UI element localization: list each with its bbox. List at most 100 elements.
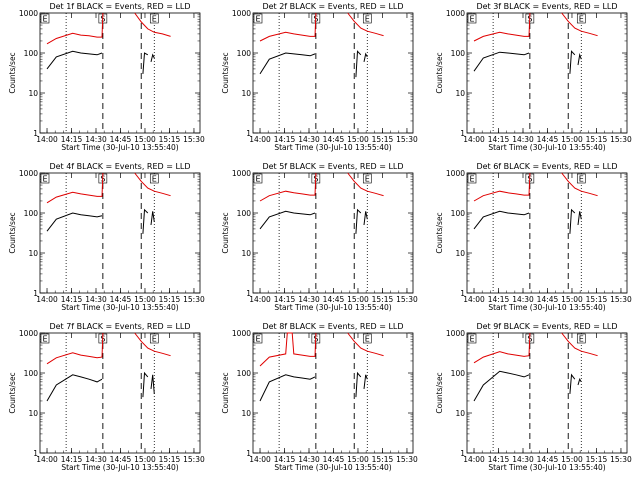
marker-e-left-box [40,333,50,344]
marker-e-left-box [467,13,477,24]
y-tick-label: 1000 [446,169,465,178]
lld-series-segment-2 [347,332,384,357]
y-axis-title: Counts/sec [8,52,17,93]
x-tick-label: 14:00 [36,295,58,304]
y-tick-label: 1 [460,289,465,298]
x-tick-label: 14:15 [488,135,510,144]
x-tick-label: 14:00 [249,455,271,464]
y-tick-label: 10 [241,409,251,418]
marker-e-right-box [362,13,372,24]
y-axis-title: Counts/sec [8,372,17,413]
marker-e-left-box [253,333,263,344]
x-tick-label: 14:30 [85,295,107,304]
events-series-segment-1 [473,51,530,72]
lld-series-segment-2 [347,172,384,197]
events-series-segment-3 [363,211,368,226]
x-tick-label: 15:15 [159,295,181,304]
events-series-segment-1 [46,50,103,70]
plot-frame [252,172,414,294]
y-axis-title: Counts/sec [221,52,230,93]
events-series-segment-3 [363,52,368,63]
events-series-segment-1 [473,210,530,230]
chart-title: Det 1f BLACK = Events, RED = LLD [49,2,190,11]
y-tick-label: 100 [451,369,466,378]
x-tick-label: 15:15 [586,295,608,304]
y-tick-label: 10 [28,249,38,258]
chart-title: Det 9f BLACK = Events, RED = LLD [476,322,617,331]
y-tick-label: 1 [33,289,38,298]
marker-e-left-box [40,13,50,24]
marker-e-right: E [579,175,584,184]
events-series-segment-3 [150,211,155,226]
events-series-segment-2 [569,373,576,394]
events-series-segment-3 [150,53,155,63]
x-tick-label: 14:45 [537,455,559,464]
y-tick-label: 10 [455,89,465,98]
x-tick-label: 14:15 [274,455,296,464]
x-tick-label: 15:00 [134,455,156,464]
chart-title: Det 6f BLACK = Events, RED = LLD [476,162,617,171]
marker-e-left: E [469,175,474,184]
y-axis-title: Counts/sec [8,212,17,253]
x-tick-label: 14:15 [274,135,296,144]
y-tick-label: 10 [241,89,251,98]
lld-series-segment-2 [561,12,598,37]
x-tick-label: 14:15 [488,455,510,464]
x-axis-title: Start Time (30-Jul-10 13:55:40) [61,143,178,152]
x-axis-title: Start Time (30-Jul-10 13:55:40) [274,463,391,472]
lld-series-segment-2 [561,332,598,357]
lld-series-segment-1 [46,12,104,45]
y-tick-label: 1000 [232,169,251,178]
x-tick-label: 15:00 [134,295,156,304]
x-tick-label: 15:00 [561,135,583,144]
x-tick-label: 15:30 [396,295,418,304]
y-tick-label: 1000 [19,9,38,18]
lld-series-segment-2 [134,332,171,357]
y-tick-label: 100 [24,49,39,58]
y-tick-label: 1 [246,129,251,138]
plot-frame [252,12,414,134]
chart-panel-3: Det 3f BLACK = Events, RED = LLD 1 10 100 10… [435,2,632,152]
y-tick-label: 1000 [232,329,251,338]
x-tick-label: 14:00 [463,135,485,144]
lld-series-segment-1 [46,172,104,204]
marker-e-right-box [576,333,586,344]
x-tick-label: 15:00 [347,135,369,144]
marker-e-right: E [152,175,157,184]
chart-title: Det 7f BLACK = Events, RED = LLD [49,322,190,331]
marker-e-right: E [365,335,370,344]
x-tick-label: 14:45 [537,295,559,304]
lld-series-segment-2 [134,172,171,197]
marker-e-left: E [469,15,474,24]
lld-series-segment-1 [473,172,531,202]
x-tick-label: 15:30 [183,295,205,304]
chart-panel-2: Det 2f BLACK = Events, RED = LLD 1 10 100 10… [221,2,418,152]
marker-e-left: E [42,15,47,24]
lld-series-segment-1 [259,332,317,367]
events-series-segment-2 [569,50,576,74]
marker-e-right-box [149,333,159,344]
x-tick-label: 14:45 [323,455,345,464]
marker-e-left: E [255,175,260,184]
x-tick-label: 14:45 [323,135,345,144]
y-tick-label: 100 [237,209,252,218]
y-tick-label: 100 [237,49,252,58]
y-axis-title: Counts/sec [221,372,230,413]
y-axis-title: Counts/sec [221,212,230,253]
y-tick-label: 100 [24,369,39,378]
x-tick-label: 15:00 [561,455,583,464]
marker-e-left-box [253,13,263,24]
y-tick-label: 10 [241,249,251,258]
x-tick-label: 14:00 [249,295,271,304]
x-tick-label: 15:15 [586,135,608,144]
events-series-segment-2 [142,208,149,234]
lld-series-segment-1 [46,332,104,365]
y-tick-label: 10 [28,89,38,98]
chart-panel-9: Det 9f BLACK = Events, RED = LLD 1 10 100 10… [435,322,632,472]
events-series-segment-1 [473,370,530,402]
x-tick-label: 14:15 [274,295,296,304]
marker-e-right-box [576,173,586,184]
x-tick-label: 15:15 [372,135,394,144]
chart-panel-4: Det 4f BLACK = Events, RED = LLD 1 10 100 10… [8,162,205,312]
marker-e-right: E [152,335,157,344]
